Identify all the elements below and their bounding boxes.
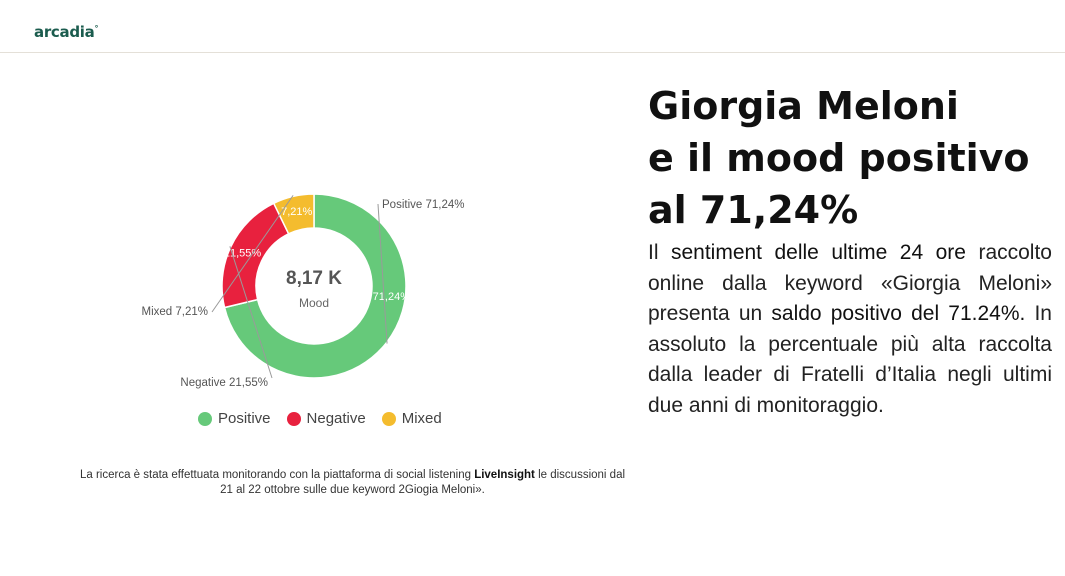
- note-prefix: La ricerca è stata effettuata monitorand…: [79, 469, 475, 481]
- headline-line-1: Giorgia Meloni: [648, 84, 959, 128]
- slice-mixed: [272, 193, 315, 235]
- body-highlight-sentiment: sentiment delle ultime 24 ore: [670, 241, 966, 264]
- legend-marker-positive: [198, 411, 212, 426]
- legend-marker-mixed: [381, 411, 396, 426]
- legend-item-positive: Positive: [198, 410, 271, 427]
- note-suffix: le discussioni dal: [534, 469, 626, 481]
- legend-item-mixed: Mixed: [381, 410, 442, 427]
- outer-label-mixed: Mixed 7,21%: [142, 306, 208, 318]
- inner-label-mixed: 7,21%: [281, 206, 312, 218]
- body-text-2: raccolto online dalla keyword «Giorgia M…: [648, 241, 1052, 325]
- inner-label-positive: 71,24%: [373, 291, 411, 303]
- outer-label-negative: Negative 21,55%: [180, 377, 268, 389]
- center-label: Mood: [299, 296, 329, 310]
- legend-item-negative: Negative: [286, 410, 366, 427]
- body-highlight-saldo: saldo positivo del 71.24%.: [771, 302, 1026, 325]
- methodology-note: La ricerca è stata effettuata monitorand…: [40, 468, 665, 498]
- body-paragraph: Il sentiment delle ultime 24 ore raccolt…: [648, 238, 1052, 421]
- legend-label-mixed: Mixed: [401, 410, 442, 427]
- logo-mark-icon: °: [94, 24, 99, 33]
- top-bar: arcadia°: [0, 0, 1065, 53]
- note-brand: LiveInsight: [474, 469, 535, 481]
- legend-label-negative: Negative: [306, 410, 366, 427]
- note-line2: 21 al 22 ottobre sulle due keyword 2Giog…: [220, 484, 485, 496]
- arcadia-logo: arcadia°: [34, 23, 98, 41]
- leader-line-positive: [377, 203, 388, 344]
- outer-label-positive: Positive 71,24%: [382, 199, 464, 211]
- leader-line-mixed: [211, 195, 294, 313]
- center-value: 8,17 K: [286, 268, 342, 289]
- slice-positive: [223, 193, 407, 379]
- logo-text: arcadia: [34, 23, 95, 41]
- leader-line-negative: [229, 246, 273, 379]
- mood-donut-chart: 71,24%21,55%7,21%Positive 71,24%Negative…: [142, 193, 464, 389]
- legend-marker-negative: [286, 411, 301, 426]
- chart-legend: Positive Negative Mixed: [198, 410, 442, 427]
- legend-label-positive: Positive: [218, 410, 271, 427]
- headline-line-3: al 71,24%: [648, 188, 859, 232]
- body-text-1: Il: [648, 241, 671, 264]
- headline: Giorgia Meloni e il mood positivo al 71,…: [648, 80, 1058, 236]
- body-text-3: In assoluto la percentuale più alta racc…: [648, 302, 1052, 417]
- headline-line-2: e il mood positivo: [648, 136, 1030, 180]
